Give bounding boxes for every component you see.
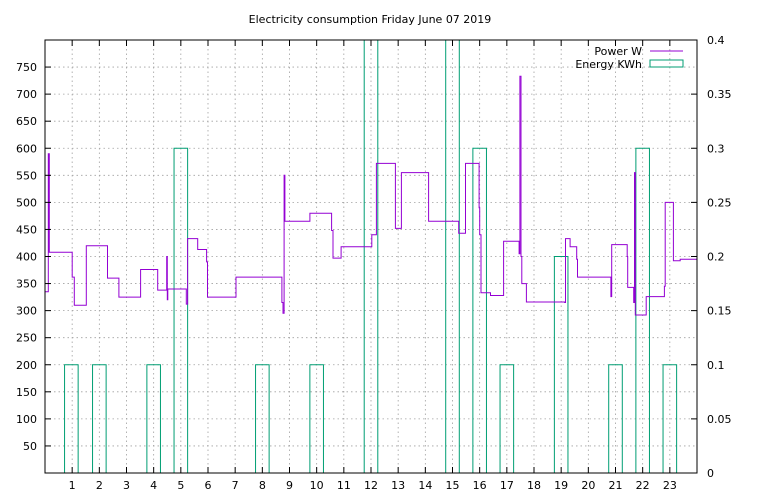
x-tick-label: 22 <box>636 479 650 492</box>
y2-tick-label: 0.4 <box>707 34 725 47</box>
y-tick-label: 550 <box>16 169 37 182</box>
y-tick-label: 750 <box>16 61 37 74</box>
y2-tick-label: 0 <box>707 467 714 480</box>
y-tick-label: 150 <box>16 386 37 399</box>
x-tick-label: 5 <box>177 479 184 492</box>
x-tick-label: 16 <box>473 479 487 492</box>
x-tick-label: 11 <box>337 479 351 492</box>
x-tick-label: 10 <box>310 479 324 492</box>
y-tick-label: 400 <box>16 251 37 264</box>
x-tick-label: 21 <box>609 479 623 492</box>
x-tick-label: 9 <box>286 479 293 492</box>
y-tick-label: 50 <box>23 440 37 453</box>
x-tick-label: 12 <box>364 479 378 492</box>
legend-label-power: Power W <box>594 45 642 58</box>
x-tick-label: 17 <box>500 479 514 492</box>
chart-title: Electricity consumption Friday June 07 2… <box>249 13 492 26</box>
x-tick-label: 4 <box>150 479 157 492</box>
grid <box>45 40 697 473</box>
y-tick-label: 300 <box>16 305 37 318</box>
x-tick-label: 6 <box>205 479 212 492</box>
y2-tick-label: 0.15 <box>707 305 732 318</box>
y2-tick-label: 0.35 <box>707 88 732 101</box>
legend-swatch-energy <box>649 59 684 68</box>
x-tick-label: 14 <box>418 479 432 492</box>
legend-label-energy: Energy KWh <box>575 58 642 71</box>
x-tick-label: 7 <box>232 479 239 492</box>
x-tick-label: 3 <box>123 479 130 492</box>
energy-series <box>64 39 678 474</box>
x-tick-label: 19 <box>554 479 568 492</box>
x-tick-label: 1 <box>69 479 76 492</box>
x-tick-label: 15 <box>446 479 460 492</box>
y2-tick-label: 0.3 <box>707 142 725 155</box>
axis-ticks: 1 2 3 4 5 6 7 8 9 10 11 12 13 14 15 16 17 18 19 20 21 22 23501… <box>16 34 732 492</box>
y-tick-label: 600 <box>16 142 37 155</box>
y-tick-label: 500 <box>16 196 37 209</box>
y-tick-label: 100 <box>16 413 37 426</box>
y2-tick-label: 0.1 <box>707 359 725 372</box>
x-tick-label: 13 <box>391 479 405 492</box>
y2-tick-label: 0.25 <box>707 196 732 209</box>
power-series <box>45 75 697 316</box>
x-tick-label: 20 <box>581 479 595 492</box>
y2-tick-label: 0.2 <box>707 251 725 264</box>
y-tick-label: 350 <box>16 278 37 291</box>
y2-tick-label: 0.05 <box>707 413 732 426</box>
x-tick-label: 18 <box>527 479 541 492</box>
energy-box <box>64 364 79 474</box>
legend: Power W Energy KWh <box>575 45 684 71</box>
power-line <box>45 75 697 316</box>
y-tick-label: 450 <box>16 223 37 236</box>
x-tick-label: 8 <box>259 479 266 492</box>
y-tick-label: 200 <box>16 359 37 372</box>
y-tick-label: 250 <box>16 332 37 345</box>
y-tick-label: 700 <box>16 88 37 101</box>
x-tick-label: 2 <box>96 479 103 492</box>
y-tick-label: 650 <box>16 115 37 128</box>
x-tick-label: 23 <box>663 479 677 492</box>
